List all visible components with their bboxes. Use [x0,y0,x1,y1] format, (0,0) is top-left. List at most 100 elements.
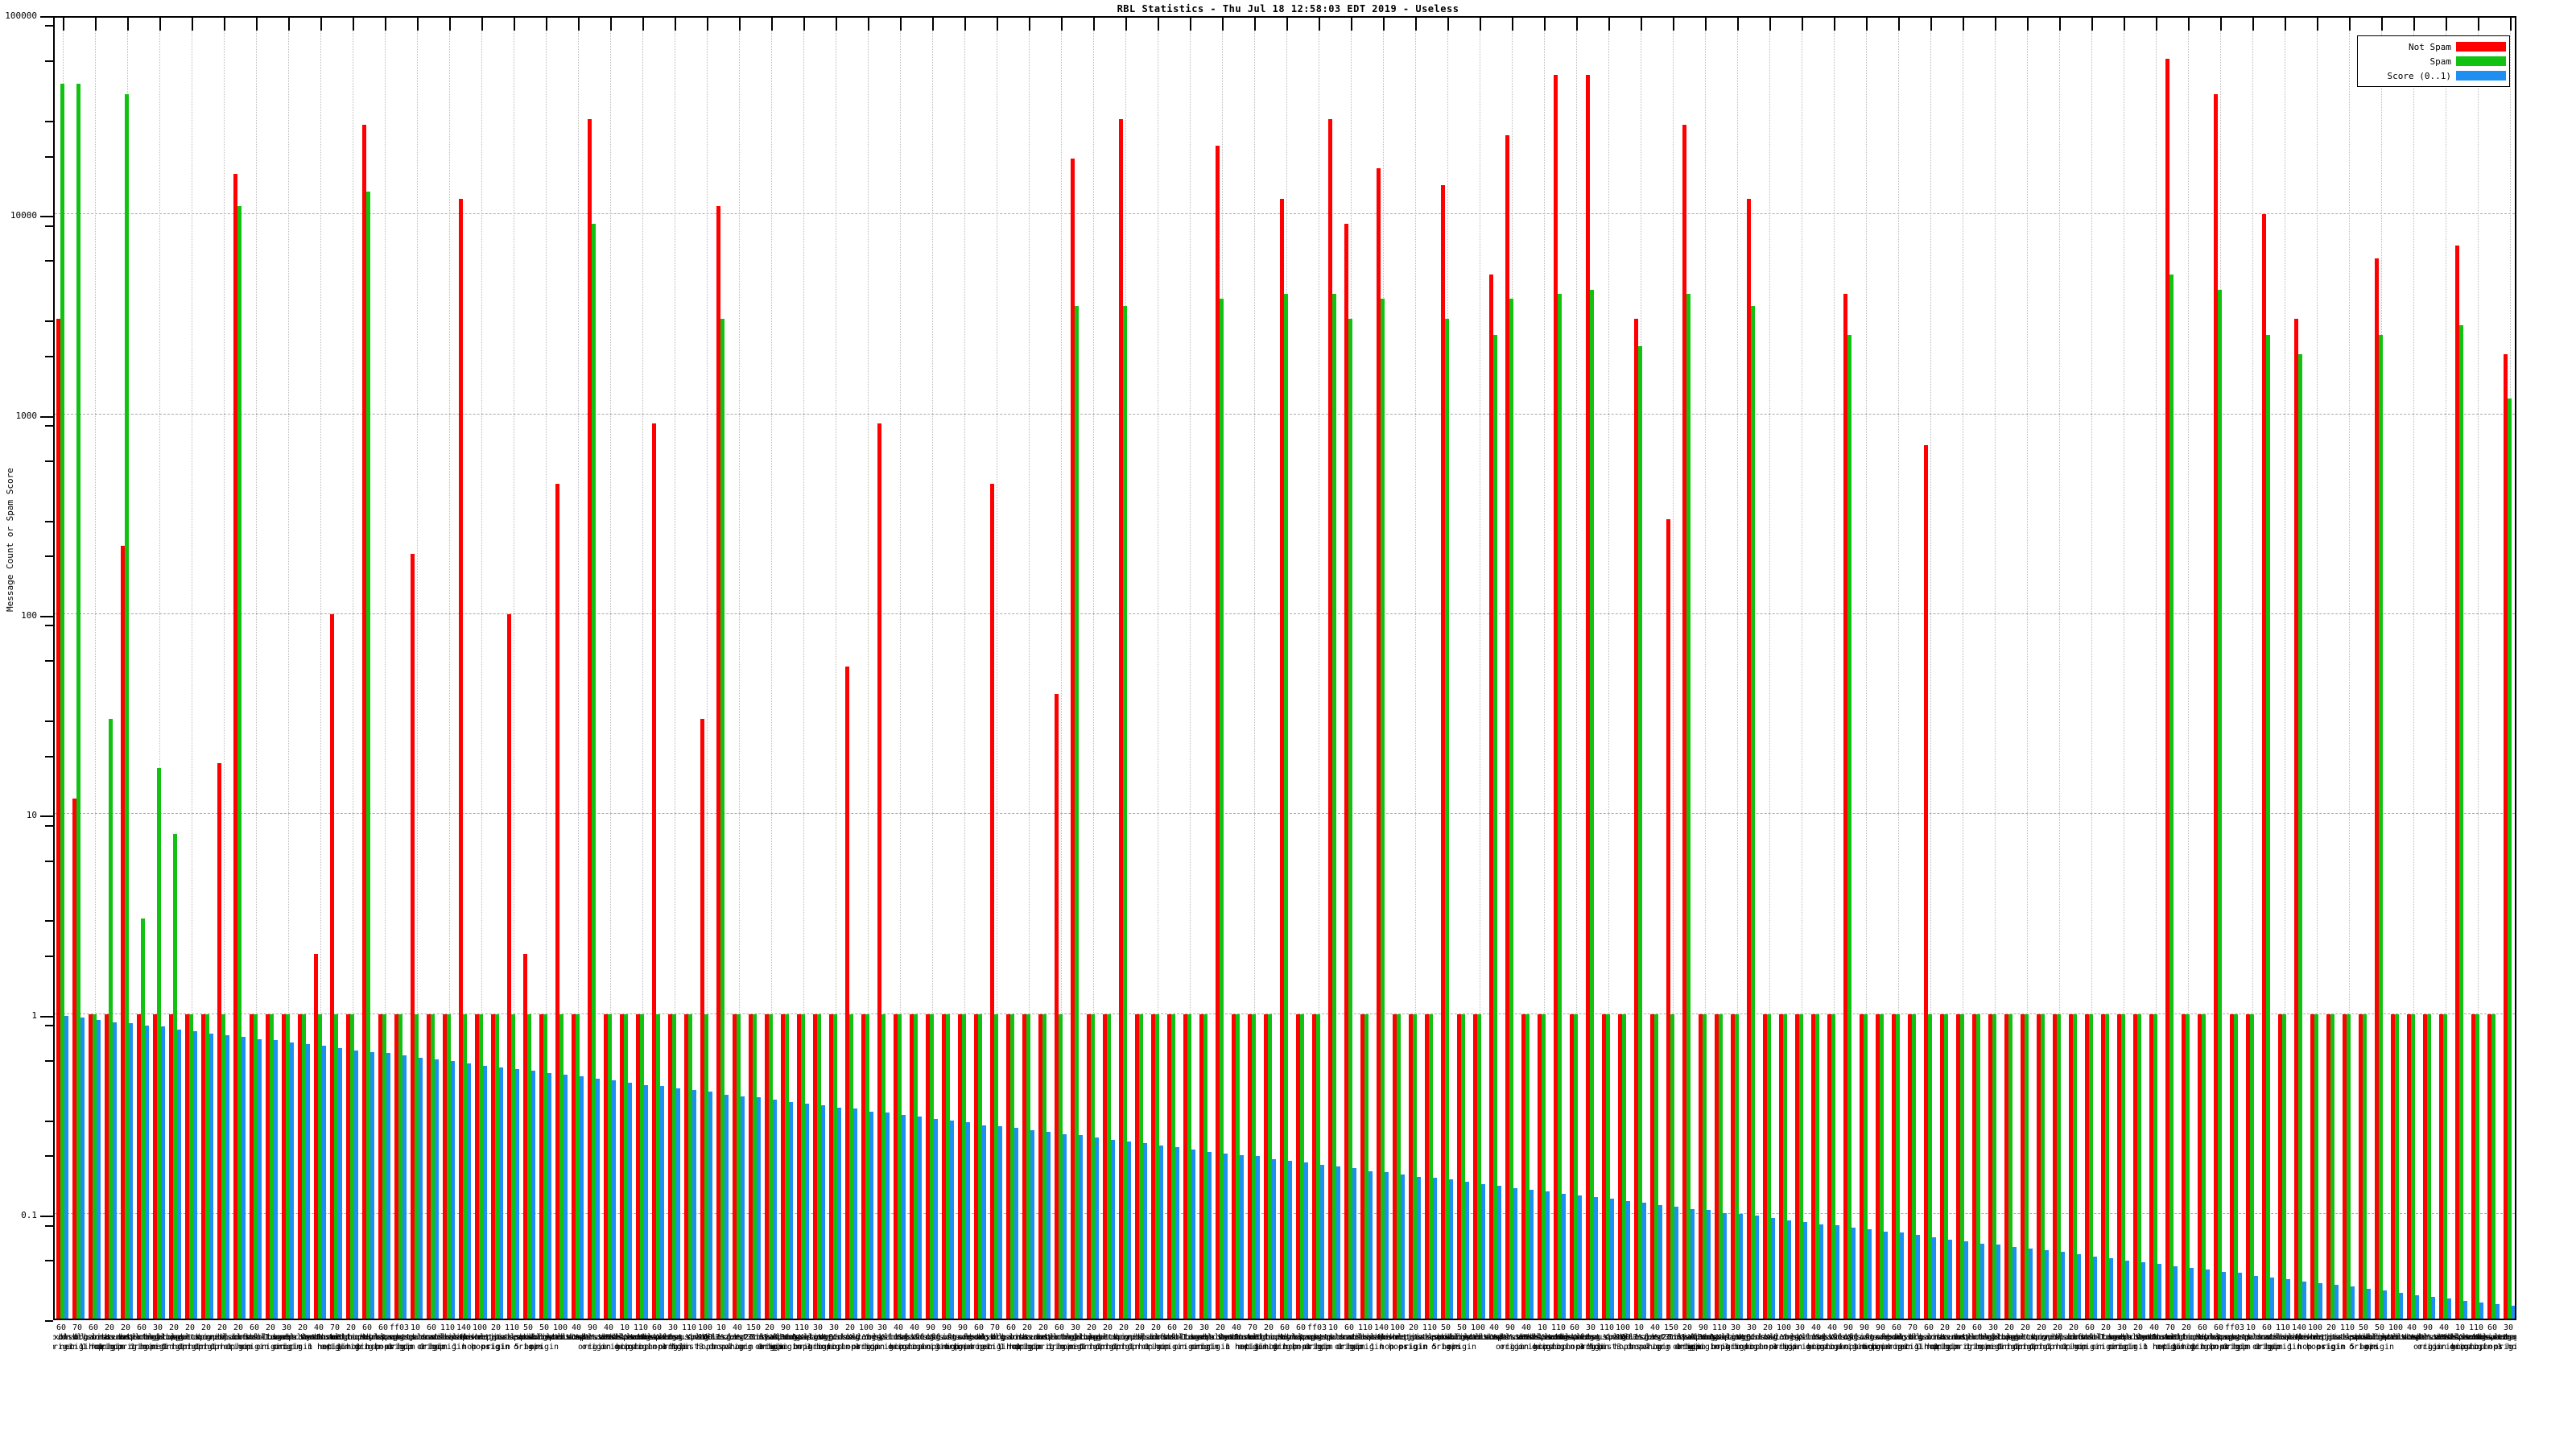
x-axis-tick-label: 100 hostkarma.junkemailfilter.com [444,1323,585,1342]
bar-not-spam [1988,1013,1992,1319]
bar-spam [1509,298,1514,1319]
bar-score [386,1053,391,1319]
bar-not-spam [1714,1013,1719,1319]
bar-not-spam [1166,1013,1171,1319]
axis-tick [2027,18,2029,31]
grid-line-vertical [739,18,740,1319]
bar-spam [1091,1013,1096,1319]
bar-not-spam [2229,1013,2234,1319]
x-axis-tick-label: 30 rbl.megarbl.net origin 1 hop [1040,1323,1113,1352]
axis-tick [932,18,934,31]
x-axis-tick-label: 20 bl.spamcop.net origin 1 hop [1073,1323,1142,1352]
bar-spam [2282,1013,2287,1319]
legend-label-spam: Spam [2429,56,2452,67]
axis-tick [997,18,998,31]
y-axis-tick [40,616,53,618]
x-axis-tick-label: 20 bogons.cymru.com origin 1 hop [1185,1323,1263,1352]
axis-tick [1222,18,1224,31]
y-axis-tick [45,625,53,627]
bar-spam [1590,289,1595,1319]
x-axis-tick-label: ff03 dyna.spamrats.com origin [2199,1323,2282,1352]
x-axis-tick-label: 20 bl.spamcop.net origin 1 hop [1991,1323,2060,1352]
bar-score [1530,1189,1534,1319]
bar-not-spam [88,1013,93,1319]
axis-tick [159,18,161,31]
x-axis-tick-label: 60 dnsbl.sorbs.net origin 1 hop [1893,1323,1967,1352]
x-axis-tick-label: 20 dnsbl.justspam.org origin [1378,1323,1466,1352]
x-axis-tick-label: 90 Y.list.dnswl.org origin hops [750,1323,828,1352]
bar-spam [93,1013,97,1319]
legend-item-not-spam: Not Spam [2361,40,2506,53]
bar-score [2045,1249,2050,1319]
x-axis-tick-label: 60 Y.zen.spamhaus.org origin 1 hop [621,1323,709,1352]
bar-spam [173,833,178,1319]
axis-tick [2317,18,2318,31]
x-axis-tick-label: 110 bl.mailspike.net origin 1 hop [2248,1323,2326,1352]
bar-spam [2314,1013,2319,1319]
bar-score [982,1125,987,1319]
bar-spam [1654,1013,1659,1319]
bar-score [1787,1220,1792,1319]
y-axis-tick [45,155,53,158]
x-axis-tick-label: 30 Y.listzen.spamhaus.org origin [1555,1323,1662,1352]
bar-not-spam [1408,1013,1413,1319]
bar-score [2463,1300,2468,1319]
grid-line-vertical [2413,18,2414,1319]
x-axis-tick-label: 20 b.barracudacentral.org origin [1909,1323,2017,1352]
grid-line-vertical [932,18,933,1319]
x-axis-tick-label: 10 spam.spamrats.com origin 1 hop [2215,1323,2298,1352]
x-axis-tick-label: 20 list.dnswl.org origin 1 hop [1926,1323,1996,1352]
bar-not-spam [2374,258,2379,1319]
axis-tick [192,18,193,31]
bar-score [2270,1277,2275,1319]
axis-tick [1641,18,1642,31]
bar-score [805,1104,810,1319]
bar-spam [978,1013,983,1319]
bar-not-spam [1424,1013,1429,1319]
bar-spam [994,1013,999,1319]
x-axis-tick-label: 20 dnsbl.dronebl.org origin 1 hop [316,1323,398,1352]
axis-tick [1834,18,1835,31]
axis-tick [1930,18,1932,31]
x-axis-tick-label: 30 Y.1.spamhaus.org origin hop [782,1323,861,1352]
bar-score [2383,1290,2388,1319]
y-axis-tick [45,520,53,522]
axis-tick [1125,18,1127,31]
bar-score [1546,1191,1550,1319]
bar-score [1819,1224,1824,1319]
x-axis-tick-label: 140 z.mailspike.net origin hops [2264,1323,2337,1352]
bar-not-spam [1585,74,1590,1319]
x-axis-tick-label: 30 rbl.megarbl.net origin 1 hop [1958,1323,2031,1352]
y-axis-tick [45,1120,53,1122]
axis-tick [868,18,869,31]
axis-tick [2059,18,2061,31]
bar-not-spam [1488,275,1493,1319]
bar-spam [640,1013,645,1319]
bar-score [1401,1174,1406,1319]
axis-tick [320,18,322,31]
x-axis-tick-label: 20 cbl.abuseat.org origin 1 hop [1974,1323,2047,1352]
x-axis-tick-label: 50 socks.dnsbl.sorbs.net origin [1426,1323,1529,1352]
x-axis-tick-label: 110 rep.mailspike.net origin 5 hops [477,1323,559,1352]
bar-score [1304,1162,1309,1319]
bar-score [97,1019,101,1319]
axis-tick [1512,18,1513,31]
bar-score [1208,1151,1212,1319]
bar-not-spam [217,763,221,1319]
bar-not-spam [796,1013,801,1319]
bar-spam [2266,334,2271,1319]
bar-not-spam [1875,1013,1880,1319]
bar-spam [1139,1013,1144,1319]
bar-not-spam [1150,1013,1155,1319]
bar-not-spam [1601,1013,1606,1319]
x-axis-tick-label: 40 Y.list.dnswl.org origin hops [1491,1323,1569,1352]
bar-not-spam [313,954,318,1319]
grid-line-vertical [707,18,708,1319]
y-axis-tick-label: 1 [31,1009,37,1021]
bar-not-spam [104,1013,109,1319]
bar-spam [1381,298,1385,1319]
bar-score [1562,1193,1567,1319]
y-axis-tick [40,16,53,18]
